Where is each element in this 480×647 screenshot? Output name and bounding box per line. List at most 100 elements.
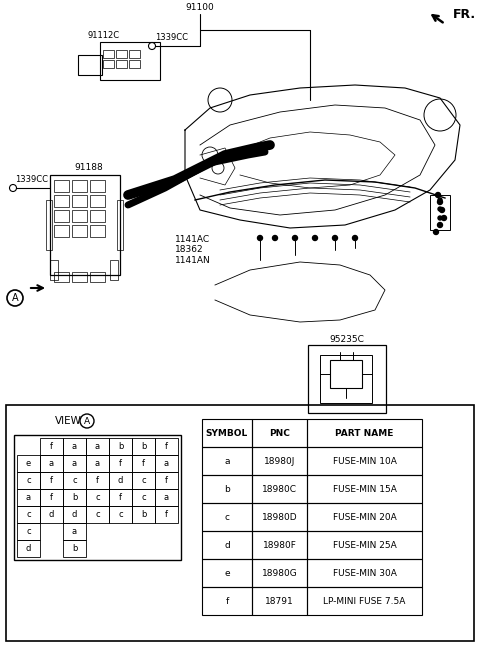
Bar xyxy=(17,455,40,472)
Bar xyxy=(202,503,252,531)
Bar xyxy=(86,506,109,523)
Text: a: a xyxy=(164,493,169,502)
Text: f: f xyxy=(165,510,168,519)
Bar xyxy=(307,447,422,475)
Bar xyxy=(132,472,155,489)
Circle shape xyxy=(438,198,442,202)
Text: f: f xyxy=(119,459,122,468)
Text: FUSE-MIN 15A: FUSE-MIN 15A xyxy=(333,485,396,494)
Bar xyxy=(202,419,252,447)
Text: 18980C: 18980C xyxy=(262,485,297,494)
Circle shape xyxy=(352,236,358,241)
Bar xyxy=(50,260,58,280)
Bar xyxy=(155,455,178,472)
Bar xyxy=(129,60,140,68)
Bar xyxy=(90,180,105,192)
Text: d: d xyxy=(118,476,123,485)
Bar xyxy=(63,472,86,489)
Text: SYMBOL: SYMBOL xyxy=(206,428,248,437)
Bar xyxy=(86,438,109,455)
Bar xyxy=(50,175,120,275)
Text: f: f xyxy=(142,459,145,468)
Text: c: c xyxy=(225,512,229,521)
Text: 18791: 18791 xyxy=(265,597,294,606)
Text: a: a xyxy=(72,442,77,451)
Bar xyxy=(72,195,87,207)
Bar xyxy=(132,438,155,455)
Bar xyxy=(155,472,178,489)
Bar xyxy=(116,50,127,58)
Text: b: b xyxy=(72,493,77,502)
Bar xyxy=(307,559,422,587)
Text: f: f xyxy=(165,476,168,485)
Bar xyxy=(54,210,69,222)
Bar xyxy=(90,272,105,282)
Bar xyxy=(155,489,178,506)
Bar xyxy=(103,50,114,58)
Bar xyxy=(252,531,307,559)
Bar xyxy=(252,419,307,447)
Bar xyxy=(202,475,252,503)
Bar xyxy=(40,455,63,472)
Bar xyxy=(110,260,118,280)
Bar xyxy=(6,405,474,641)
Text: 91112C: 91112C xyxy=(87,32,119,41)
Text: f: f xyxy=(50,476,53,485)
Bar xyxy=(72,210,87,222)
Bar xyxy=(330,360,362,388)
Bar xyxy=(202,447,252,475)
Bar xyxy=(86,472,109,489)
Bar xyxy=(132,455,155,472)
Text: b: b xyxy=(118,442,123,451)
Bar xyxy=(86,455,109,472)
Text: f: f xyxy=(165,442,168,451)
Bar xyxy=(17,540,40,557)
Bar xyxy=(103,60,114,68)
Bar xyxy=(320,355,372,403)
Text: 95235C: 95235C xyxy=(330,336,364,344)
Bar xyxy=(155,506,178,523)
Circle shape xyxy=(333,236,337,241)
Text: b: b xyxy=(224,485,230,494)
Bar xyxy=(252,503,307,531)
Bar xyxy=(132,506,155,523)
Bar xyxy=(63,523,86,540)
Bar xyxy=(63,540,86,557)
Bar xyxy=(90,195,105,207)
Text: a: a xyxy=(26,493,31,502)
Text: f: f xyxy=(96,476,99,485)
Bar xyxy=(54,272,69,282)
Bar xyxy=(86,489,109,506)
Bar xyxy=(63,438,86,455)
Bar xyxy=(40,472,63,489)
Bar xyxy=(72,225,87,237)
Text: LP-MINI FUSE 7.5A: LP-MINI FUSE 7.5A xyxy=(324,597,406,606)
Bar xyxy=(40,438,63,455)
Text: FUSE-MIN 10A: FUSE-MIN 10A xyxy=(333,457,396,465)
Text: f: f xyxy=(119,493,122,502)
Text: f: f xyxy=(226,597,228,606)
Text: a: a xyxy=(49,459,54,468)
Text: FUSE-MIN 30A: FUSE-MIN 30A xyxy=(333,569,396,578)
Text: b: b xyxy=(72,544,77,553)
Bar xyxy=(109,489,132,506)
Text: a: a xyxy=(164,459,169,468)
Bar xyxy=(308,345,386,413)
Bar xyxy=(109,506,132,523)
Bar xyxy=(307,587,422,615)
Text: 18980D: 18980D xyxy=(262,512,297,521)
Text: 91100: 91100 xyxy=(186,3,215,12)
Text: c: c xyxy=(26,510,31,519)
Text: a: a xyxy=(72,527,77,536)
Bar xyxy=(78,55,102,75)
Text: c: c xyxy=(95,510,100,519)
Text: c: c xyxy=(26,527,31,536)
Text: d: d xyxy=(49,510,54,519)
Circle shape xyxy=(312,236,317,241)
Text: f: f xyxy=(50,493,53,502)
Text: 18980G: 18980G xyxy=(262,569,298,578)
Text: FUSE-MIN 20A: FUSE-MIN 20A xyxy=(333,512,396,521)
Circle shape xyxy=(438,216,442,220)
Text: A: A xyxy=(84,417,90,426)
Circle shape xyxy=(257,236,263,241)
